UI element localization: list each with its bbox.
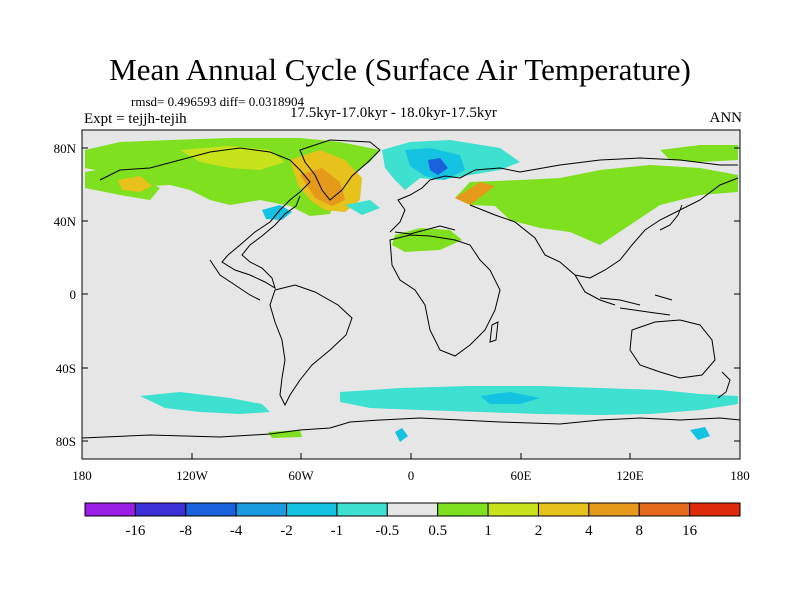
- colorbar-box: [235, 502, 288, 517]
- lon-label: 0: [408, 468, 415, 483]
- colorbar-label: -0.5: [375, 523, 399, 539]
- colorbar-label: 8: [635, 523, 643, 539]
- colorbar-box: [185, 502, 237, 517]
- colorbar-box: [638, 502, 691, 517]
- coast-asia: [469, 157, 739, 306]
- anomaly-region-atlantic-cool: [345, 200, 380, 215]
- lon-label: 60W: [288, 468, 314, 483]
- coastlines: [82, 139, 740, 439]
- anomaly-region-canada-warm: [180, 146, 285, 170]
- lon-label: 180: [730, 468, 750, 483]
- coast-north-america: [99, 147, 311, 301]
- lon-label: 180: [72, 468, 92, 483]
- coast-australia: [629, 319, 716, 379]
- latitude-axis: [82, 147, 740, 442]
- chart-title: Mean Annual Cycle (Surface Air Temperatu…: [109, 52, 691, 87]
- lat-label: 0: [70, 287, 77, 302]
- colorbar-label: -4: [230, 523, 243, 539]
- anomaly-region-alaska-warm: [118, 176, 152, 192]
- coast-europe: [389, 167, 521, 235]
- colorbar: [84, 502, 741, 517]
- colorbar-box: [689, 502, 741, 517]
- lon-label: 60E: [511, 468, 532, 483]
- anomaly-region-eurasia: [455, 165, 738, 245]
- anomaly-fields: [82, 138, 740, 442]
- coast-south-america: [269, 284, 353, 407]
- anomaly-region-southern-ocean-2: [140, 392, 270, 414]
- colorbar-box: [588, 502, 640, 517]
- colorbar-box: [437, 502, 489, 517]
- colorbar-labels: -16 -8 -4 -2 -1 -0.5 0.5 1 2 4 8 16: [125, 523, 697, 539]
- colorbar-label: 1: [484, 523, 492, 539]
- coast-indonesia: [599, 294, 673, 316]
- anomaly-region-southern-ocean-3: [480, 392, 540, 404]
- anomaly-region-antarctic-coast: [268, 430, 302, 438]
- anomaly-region-barents-warm: [455, 182, 495, 205]
- colorbar-box: [537, 502, 590, 517]
- longitude-axis: [81, 453, 741, 459]
- coast-antarctica: [82, 417, 740, 439]
- colorbar-label: -8: [180, 523, 193, 539]
- colorbar-box: [336, 502, 388, 517]
- colorbar-label: 0.5: [428, 523, 447, 539]
- anomaly-region-ross-sea: [395, 428, 408, 442]
- colorbar-box: [286, 502, 338, 517]
- coast-japan: [659, 204, 683, 231]
- colorbar-box: [84, 502, 136, 517]
- colorbar-label: 2: [535, 523, 543, 539]
- anomaly-region-great-lakes: [262, 205, 292, 220]
- colorbar-box: [487, 502, 539, 517]
- anomaly-region-nordic-cold: [428, 158, 448, 175]
- anomaly-region-southern-ocean: [340, 386, 738, 415]
- season-label: ANN: [709, 110, 743, 126]
- coast-madagascar: [489, 321, 499, 343]
- lat-label: 80S: [56, 434, 76, 449]
- coast-africa: [389, 234, 501, 357]
- anomaly-region-ross-sea-2: [690, 427, 710, 440]
- colorbar-label: -16: [125, 523, 145, 539]
- lat-label: 80N: [54, 141, 77, 156]
- longitude-labels: 180 120W 60W 0 60E 120E 180: [72, 468, 750, 483]
- period-label: 17.5kyr-17.0kyr - 18.0kyr-17.5kyr: [290, 105, 497, 121]
- coast-greenland: [299, 139, 381, 201]
- stats-text: rmsd= 0.496593 diff= 0.0318904: [131, 94, 304, 109]
- colorbar-box: [134, 502, 187, 517]
- lon-label: 120W: [176, 468, 209, 483]
- anomaly-region-ne-arctic: [660, 145, 738, 162]
- colorbar-box: [386, 502, 439, 517]
- latitude-labels: 80N 40N 0 40S 80S: [54, 141, 77, 449]
- experiment-label: Expt = tejjh-tejih: [84, 111, 187, 127]
- lon-label: 120E: [616, 468, 644, 483]
- colorbar-label: -2: [280, 523, 293, 539]
- coast-new-zealand: [717, 371, 731, 399]
- lat-label: 40S: [56, 361, 76, 376]
- colorbar-label: -1: [331, 523, 344, 539]
- lat-label: 40N: [54, 214, 77, 229]
- colorbar-label: 4: [585, 523, 593, 539]
- colorbar-label: 16: [682, 523, 698, 539]
